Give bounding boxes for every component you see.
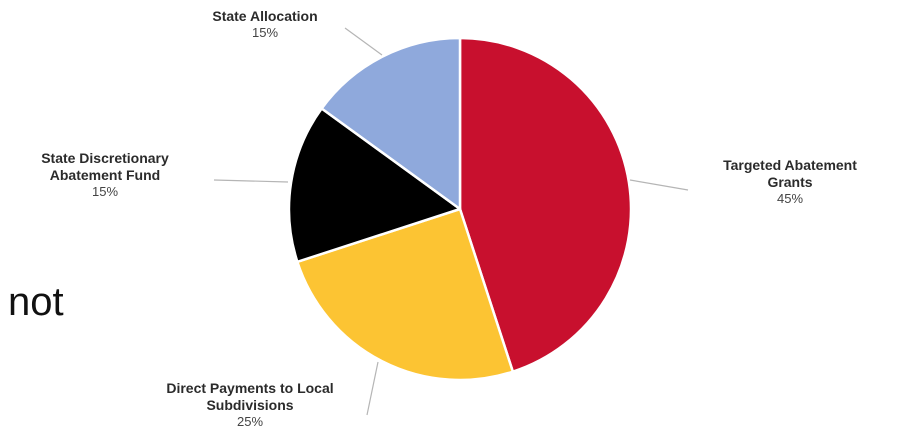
slice-percent: 25% (236, 413, 264, 429)
slice-name: State Discretionary Abatement Fund (41, 150, 169, 183)
slice-name: State Allocation (212, 8, 318, 24)
pie-slice-state-allocation (320, 36, 462, 211)
slice-percent: 15% (91, 183, 119, 199)
slice-label-direct-payments: Direct Payments to Local Subdivisions 25… (120, 380, 380, 429)
slice-percent: 45% (776, 190, 804, 206)
pie-slice-targeted-abatement-grants (458, 36, 633, 373)
pie-slice-direct-payments-local-subdivisions (296, 207, 515, 382)
stray-text: not (8, 280, 64, 324)
slice-label-targeted-abatement-grants: Targeted Abatement Grants 45% (690, 157, 890, 206)
slice-percent: 15% (251, 24, 279, 40)
slice-name: Targeted Abatement Grants (723, 157, 857, 190)
pie-slice-state-discretionary-abatement-fund (287, 107, 462, 264)
slice-label-state-allocation: State Allocation 15% (165, 8, 365, 40)
slice-name: Direct Payments to Local Subdivisions (166, 380, 334, 413)
leader-line-state-allocation (344, 27, 383, 56)
leader-line-state-discretionary-abatement-fund (213, 179, 289, 183)
slice-label-state-discretionary-fund: State Discretionary Abatement Fund 15% (5, 150, 205, 199)
leader-line-targeted-abatement-grants (629, 179, 689, 191)
leader-line-direct-payments-local-subdivisions (366, 361, 379, 416)
